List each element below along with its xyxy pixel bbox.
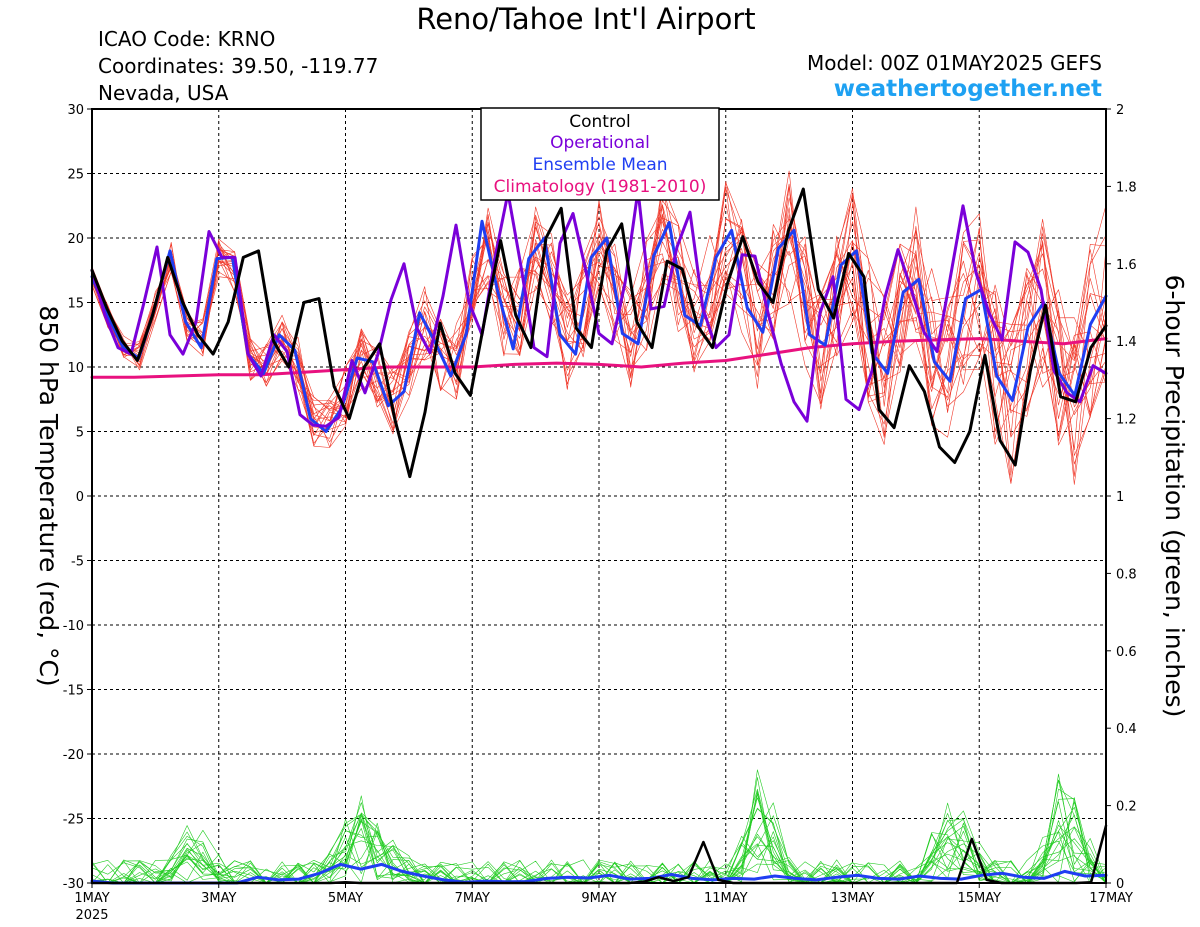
y-axis-label-right: 6-hour Precipitation (green, inches) xyxy=(1160,275,1189,718)
legend: Control Operational Ensemble Mean Climat… xyxy=(480,107,720,201)
y-tick-label: -5 xyxy=(71,555,84,570)
legend-box xyxy=(480,107,720,201)
temperature-member-line xyxy=(91,197,1107,476)
y2-tick-label: 0.6 xyxy=(1116,645,1137,660)
y-tick-label: -10 xyxy=(63,619,84,634)
y2-tick-label: 0.8 xyxy=(1116,567,1137,582)
model-run: Model: 00Z 01MAY2025 GEFS xyxy=(807,51,1102,75)
icao-code: ICAO Code: KRNO xyxy=(98,27,276,51)
legend-control: Control xyxy=(569,112,630,132)
x-tick-year: 2025 xyxy=(75,908,108,923)
temperature-member-line xyxy=(91,186,1107,484)
y2-tick-label: 1.6 xyxy=(1116,258,1137,273)
x-tick-label: 3MAY xyxy=(201,891,236,906)
legend-ensemble-mean: Ensemble Mean xyxy=(532,155,667,175)
x-tick-label: 1MAY xyxy=(74,891,109,906)
precip-ensemble-mean-line xyxy=(90,862,1108,885)
temperature-member-line xyxy=(91,181,1107,438)
x-tick-label: 15MAY xyxy=(957,891,1001,906)
temperature-member-line xyxy=(91,206,1107,485)
y2-tick-label: 1.8 xyxy=(1116,180,1137,195)
y-tick-label: 30 xyxy=(67,103,84,118)
y-tick-label: -25 xyxy=(63,813,84,828)
x-tick-label: 13MAY xyxy=(831,891,875,906)
precipitation-member-line xyxy=(91,802,1107,884)
legend-operational: Operational xyxy=(550,133,650,153)
axes: 302520151050-5-10-15-20-25-3021.81.61.41… xyxy=(63,103,1137,923)
y-tick-label: 25 xyxy=(67,168,84,183)
ensemble-mean-line xyxy=(90,219,1108,433)
coordinates: Coordinates: 39.50, -119.77 xyxy=(98,54,379,78)
y2-tick-label: 1 xyxy=(1116,490,1124,505)
y2-tick-label: 0 xyxy=(1116,877,1124,892)
legend-climatology: Climatology (1981-2010) xyxy=(494,177,707,197)
y-tick-label: 5 xyxy=(76,426,84,441)
temperature-member-line xyxy=(91,207,1107,436)
y2-tick-label: 2 xyxy=(1116,103,1124,118)
x-tick-label: 5MAY xyxy=(328,891,363,906)
y2-tick-label: 1.4 xyxy=(1116,335,1137,350)
x-tick-label: 17MAY xyxy=(1089,891,1133,906)
site-link[interactable]: weathertogether.net xyxy=(833,76,1102,102)
chart-title: Reno/Tahoe Int'l Airport xyxy=(416,2,756,36)
y-tick-label: 0 xyxy=(76,490,84,505)
y-tick-label: 20 xyxy=(67,232,84,247)
control-line xyxy=(90,187,1108,479)
precipitation-member-line xyxy=(91,801,1107,884)
y-tick-label: 15 xyxy=(67,297,84,312)
y2-tick-label: 0.2 xyxy=(1116,800,1137,815)
y2-tick-label: 0.4 xyxy=(1116,722,1137,737)
y-tick-label: -30 xyxy=(63,877,84,892)
region: Nevada, USA xyxy=(98,81,229,105)
temperature-member-line xyxy=(91,203,1107,421)
y2-tick-label: 1.2 xyxy=(1116,413,1137,428)
y-tick-label: 10 xyxy=(67,361,84,376)
x-tick-label: 7MAY xyxy=(455,891,490,906)
x-tick-label: 11MAY xyxy=(704,891,748,906)
y-tick-label: -15 xyxy=(63,684,84,699)
operational-line xyxy=(90,188,1108,428)
temperature-member-line xyxy=(91,182,1107,445)
y-tick-label: -20 xyxy=(63,748,84,763)
grid-lines xyxy=(92,109,1106,883)
y-axis-label-left: 850 hPa Temperature (red, °C) xyxy=(34,305,63,686)
x-tick-label: 9MAY xyxy=(581,891,616,906)
